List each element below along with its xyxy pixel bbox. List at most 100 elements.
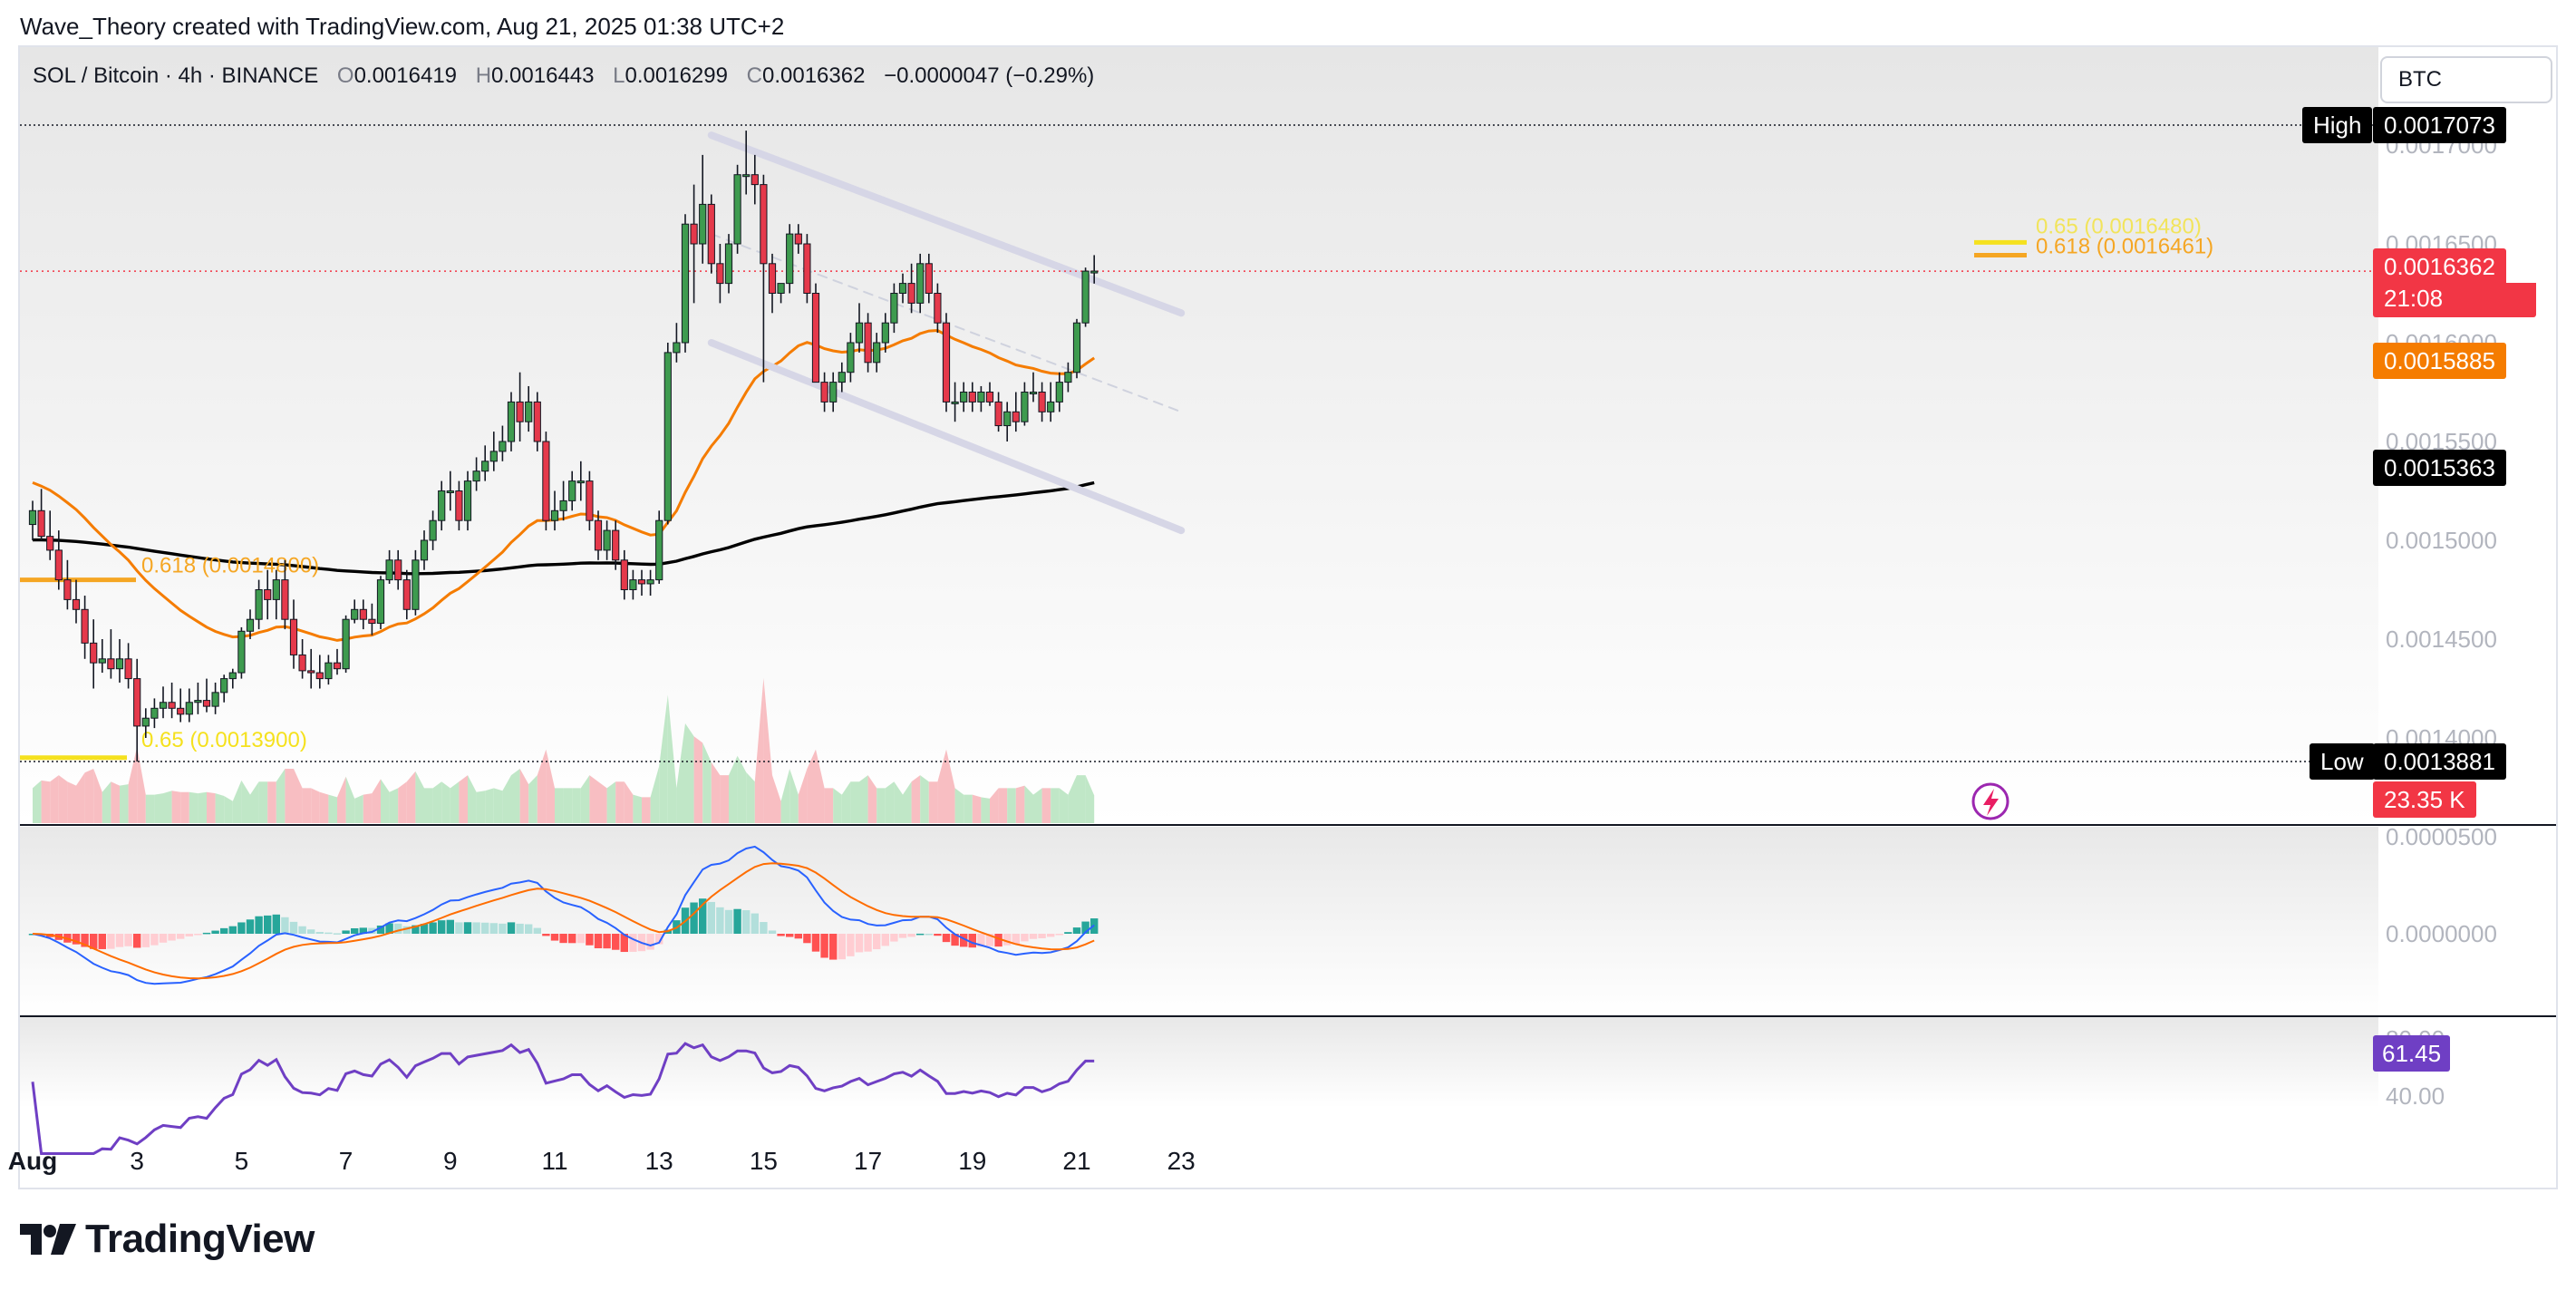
candle-body xyxy=(72,598,81,610)
volume-bar xyxy=(711,762,721,823)
candle-body xyxy=(202,700,211,707)
price-axis-tick: 0.0015000 xyxy=(2386,527,2497,554)
bar-countdown-tag: 21:08 xyxy=(2373,283,2536,317)
candle-body xyxy=(1003,411,1012,427)
rsi-tag: 61.45 xyxy=(2373,1035,2451,1072)
volume-bar xyxy=(41,780,51,823)
macd-histogram-bar xyxy=(507,922,516,934)
macd-histogram-bar xyxy=(925,933,933,936)
time-axis-tick: 3 xyxy=(130,1147,144,1175)
volume-bar xyxy=(754,678,764,823)
sma-line xyxy=(33,480,1095,576)
candle-body xyxy=(612,529,620,561)
macd-histogram-bar xyxy=(898,934,907,938)
candle-body xyxy=(150,707,159,719)
volume-bar xyxy=(58,775,68,823)
macd-histogram-bar xyxy=(864,934,872,952)
volume-bar xyxy=(894,781,903,823)
volume-bar xyxy=(1024,785,1033,823)
volume-bar xyxy=(772,775,781,823)
volume-bar xyxy=(224,796,233,823)
volume-bar xyxy=(615,781,625,823)
macd-axis-tick: 0.0000500 xyxy=(2386,823,2497,850)
macd-histogram-bar xyxy=(516,923,524,934)
macd-histogram-bar xyxy=(1081,921,1089,934)
volume-bar xyxy=(903,781,912,823)
macd-histogram-bar xyxy=(429,922,437,934)
time-axis-tick: 15 xyxy=(750,1147,778,1175)
candle-body xyxy=(594,519,603,551)
candle-body xyxy=(820,382,828,403)
volume-bar xyxy=(250,781,259,823)
candle-body xyxy=(81,608,89,644)
legend-change: −0.0000047 (−0.29%) xyxy=(884,63,1095,88)
legend-symbol[interactable]: SOL / Bitcoin · 4h · BINANCE xyxy=(33,63,319,88)
macd-histogram-bar xyxy=(90,934,98,949)
candle-body xyxy=(1012,411,1020,422)
fib-618-label-left: 0.618 (0.0014800) xyxy=(141,554,319,578)
volume-bar xyxy=(642,797,651,823)
candle-body xyxy=(54,549,63,581)
compare-symbol-box[interactable]: BTC xyxy=(2380,56,2552,103)
legend-close: 0.0016362 xyxy=(761,63,866,88)
candle-body xyxy=(324,662,333,680)
volume-bar xyxy=(294,769,303,823)
candle-body xyxy=(507,401,516,442)
volume-bar xyxy=(1059,788,1069,823)
volume-bar xyxy=(928,781,938,823)
candle-body xyxy=(376,579,385,625)
candle-body xyxy=(907,283,915,304)
rsi-pane-background xyxy=(20,1017,2378,1108)
fib-618-label-right: 0.618 (0.0016461) xyxy=(2036,235,2213,259)
candle-body xyxy=(568,480,576,501)
macd-histogram-bar xyxy=(777,934,785,936)
tradingview-logo[interactable]: TradingView xyxy=(20,1215,315,1264)
candle-body xyxy=(855,322,864,344)
volume-bar xyxy=(990,788,999,823)
macd-histogram-bar xyxy=(934,934,942,936)
volume-bar xyxy=(415,771,424,823)
macd-histogram-bar xyxy=(873,934,881,950)
legend-open: 0.0016419 xyxy=(353,63,458,88)
volume-bar xyxy=(580,775,590,823)
candle-body xyxy=(576,480,585,484)
candle-body xyxy=(1047,401,1055,412)
macd-histogram-bar xyxy=(916,933,925,936)
volume-bar xyxy=(137,746,146,823)
macd-histogram-bar xyxy=(968,934,976,948)
candle-body xyxy=(351,608,359,620)
macd-histogram-bar xyxy=(246,919,255,934)
candle-body xyxy=(342,618,350,670)
volume-bar xyxy=(145,794,155,823)
macd-histogram-bar xyxy=(568,934,576,944)
macd-histogram-bar xyxy=(315,931,324,934)
macd-histogram-bar xyxy=(385,923,393,934)
legend-high: 0.0016443 xyxy=(491,63,595,88)
candle-body xyxy=(315,672,324,680)
candle-body xyxy=(368,618,376,625)
legend-close-label: C xyxy=(746,63,762,88)
macd-histogram-bar xyxy=(960,934,968,947)
candle-body xyxy=(211,692,219,707)
candle-body xyxy=(1090,270,1099,274)
volume-bar xyxy=(485,788,494,823)
candle-body xyxy=(246,618,255,632)
macd-histogram-bar xyxy=(733,908,741,934)
volume-bar xyxy=(398,781,407,823)
candle-body xyxy=(159,702,168,709)
candle-body xyxy=(620,559,628,590)
volume-bar xyxy=(1077,775,1086,823)
volume-bar xyxy=(468,775,477,823)
candle-body xyxy=(37,509,45,538)
candle-body xyxy=(637,579,646,585)
macd-histogram-bar xyxy=(177,934,185,939)
candle-body xyxy=(716,263,724,285)
candle-body xyxy=(916,263,925,304)
macd-histogram-bar xyxy=(281,917,289,934)
candle-body xyxy=(107,658,115,670)
volume-bar xyxy=(920,775,929,823)
candle-body xyxy=(525,401,533,422)
volume-bar xyxy=(685,723,694,823)
volume-bar xyxy=(502,775,511,823)
